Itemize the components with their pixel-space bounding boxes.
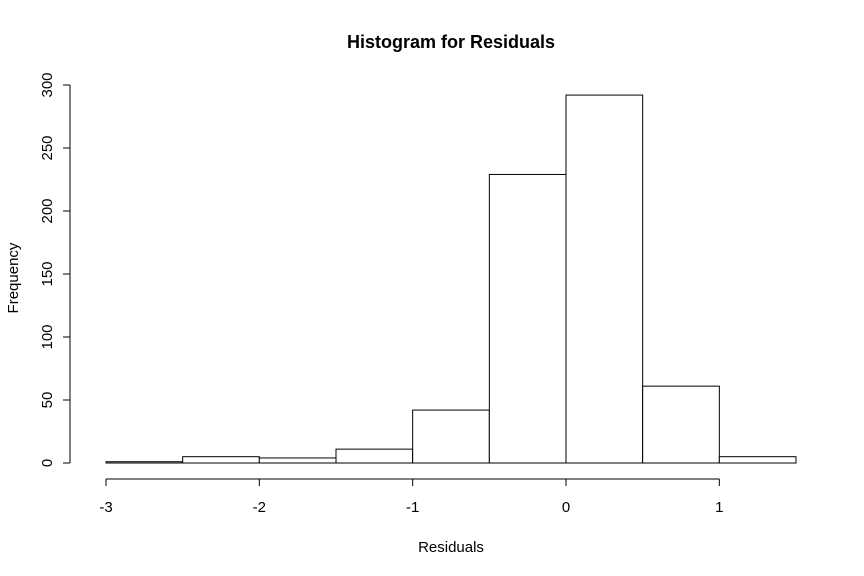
y-tick-label: 250 xyxy=(39,135,56,160)
y-tick-label: 200 xyxy=(39,198,56,223)
y-tick-label: 0 xyxy=(39,459,56,467)
histogram-bar-4 xyxy=(412,409,490,464)
x-axis-label: Residuals xyxy=(418,539,484,556)
y-axis-label: Frequency xyxy=(5,242,22,313)
y-tick-label: 150 xyxy=(39,261,56,286)
chart-title: Histogram for Residuals xyxy=(347,32,555,52)
histogram-bar-2 xyxy=(258,457,337,464)
histogram-bar-1 xyxy=(182,456,260,464)
histogram-bar-8 xyxy=(718,456,797,464)
y-tick-label: 100 xyxy=(39,324,56,349)
histogram-bar-3 xyxy=(335,448,414,464)
histogram-bar-0 xyxy=(105,461,184,464)
y-tick-label: 50 xyxy=(39,392,56,409)
histogram-bar-6 xyxy=(565,94,644,464)
x-tick-label: -3 xyxy=(99,499,112,516)
histogram-bar-7 xyxy=(642,385,720,464)
histogram-bar-5 xyxy=(488,173,567,464)
x-tick-label: -1 xyxy=(406,499,419,516)
x-tick-label: -2 xyxy=(253,499,266,516)
x-tick-label: 1 xyxy=(715,499,723,516)
y-axis: 0 50 100 150 200 250 300 xyxy=(39,72,71,467)
y-tick-label: 300 xyxy=(39,72,56,97)
bars-group xyxy=(105,94,797,464)
x-axis: -3 -2 -1 0 1 xyxy=(99,478,724,516)
x-tick-label: 0 xyxy=(562,499,570,516)
